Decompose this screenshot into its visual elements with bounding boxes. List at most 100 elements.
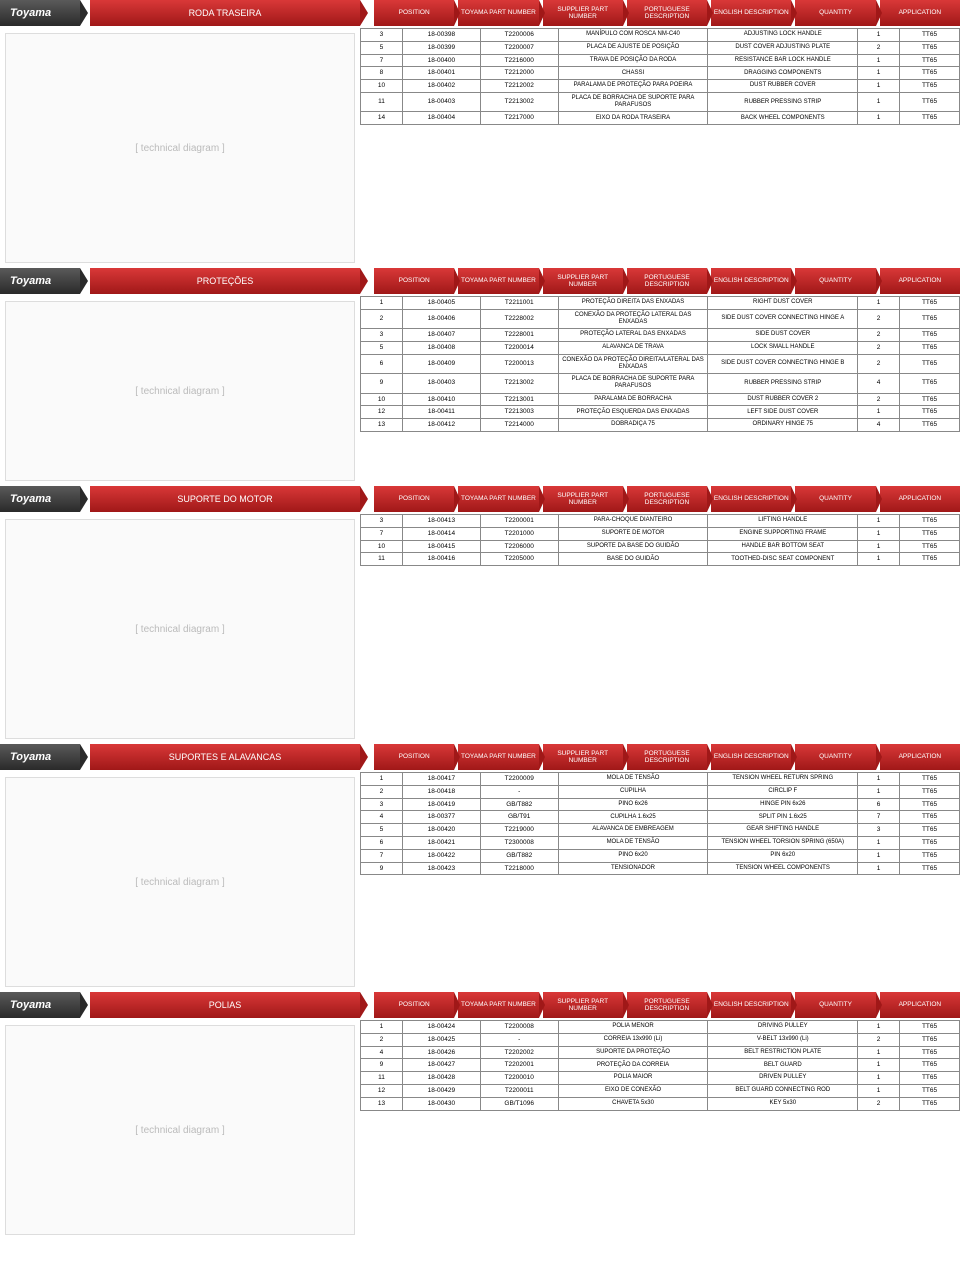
exploded-diagram: [ technical diagram ] — [5, 33, 355, 263]
col-header-6: APPLICATION — [880, 486, 960, 512]
col-header-5: QUANTITY — [795, 992, 875, 1018]
cell: T2216000 — [480, 54, 558, 67]
table-row: 518-00420T2219000ALAVANCA DE EMBREAGEMGE… — [361, 824, 960, 837]
cell: 7 — [361, 54, 403, 67]
cell: 7 — [858, 811, 900, 824]
table-row: 718-00414T2201000SUPORTE DE MOTORENGINE … — [361, 527, 960, 540]
cell: T2213002 — [480, 374, 558, 393]
table-row: 1318-00412T2214000DOBRADIÇA 75ORDINARY H… — [361, 419, 960, 432]
table-row: 1218-00411T2213003PROTEÇÃO ESQUERDA DAS … — [361, 406, 960, 419]
cell: TT65 — [900, 29, 960, 42]
cell: TT65 — [900, 309, 960, 328]
cell: GB/T1096 — [480, 1097, 558, 1110]
cell: T2200007 — [480, 41, 558, 54]
logo-tab: Toyama — [0, 744, 80, 770]
cell: 2 — [858, 309, 900, 328]
cell: 9 — [361, 1059, 403, 1072]
cell: T2202001 — [480, 1059, 558, 1072]
cell: 1 — [858, 540, 900, 553]
cell: TENSION WHEEL TORSION SPRING (650A) — [708, 836, 858, 849]
cell: TT65 — [900, 1021, 960, 1034]
col-header-3: PORTUGUESE DESCRIPTION — [627, 992, 707, 1018]
cell: T2228001 — [480, 329, 558, 342]
cell: - — [480, 785, 558, 798]
cell: KEY 5x30 — [708, 1097, 858, 1110]
section-title: RODA TRASEIRA — [90, 0, 360, 26]
col-header-2: SUPPLIER PART NUMBER — [543, 486, 623, 512]
cell: TENSION WHEEL COMPONENTS — [708, 862, 858, 875]
cell: 3 — [361, 29, 403, 42]
parts-table: 118-00417T2200009MOLA DE TENSÃOTENSION W… — [360, 772, 960, 875]
cell: 18-00423 — [402, 862, 480, 875]
cell: TOOTHED-DISC SEAT COMPONENT — [708, 553, 858, 566]
cell: T2217000 — [480, 112, 558, 125]
cell: PARA-CHOQUE DIANTEIRO — [558, 515, 708, 528]
column-headers: POSITIONTOYAMA PART NUMBERSUPPLIER PART … — [374, 268, 960, 294]
cell: 1 — [858, 80, 900, 93]
cell: SUPORTE DA PROTEÇÃO — [558, 1046, 708, 1059]
cell: - — [480, 1033, 558, 1046]
cell: TT65 — [900, 67, 960, 80]
col-header-4: ENGLISH DESCRIPTION — [711, 486, 791, 512]
col-header-4: ENGLISH DESCRIPTION — [711, 0, 791, 26]
cell: 18-00421 — [402, 836, 480, 849]
cell: 18-00414 — [402, 527, 480, 540]
cell: 1 — [858, 849, 900, 862]
cell: T2200008 — [480, 1021, 558, 1034]
section-header: ToyamaPOLIASPOSITIONTOYAMA PART NUMBERSU… — [0, 992, 960, 1018]
cell: GB/T91 — [480, 811, 558, 824]
cell: TT65 — [900, 540, 960, 553]
table-row: 118-00417T2200009MOLA DE TENSÃOTENSION W… — [361, 773, 960, 786]
table-row: 118-00405T2211001PROTEÇÃO DIREITA DAS EN… — [361, 297, 960, 310]
table-row: 1318-00430GB/T1096CHAVETA 5x30KEY 5x302T… — [361, 1097, 960, 1110]
cell: ALAVANCA DE TRAVA — [558, 341, 708, 354]
cell: 4 — [858, 419, 900, 432]
cell: RUBBER PRESSING STRIP — [708, 92, 858, 111]
col-header-1: TOYAMA PART NUMBER — [458, 0, 538, 26]
cell: 3 — [361, 515, 403, 528]
section-title: PROTEÇÕES — [90, 268, 360, 294]
cell: TT65 — [900, 329, 960, 342]
cell: 18-00416 — [402, 553, 480, 566]
col-header-0: POSITION — [374, 486, 454, 512]
cell: TT65 — [900, 297, 960, 310]
col-header-6: APPLICATION — [880, 0, 960, 26]
col-header-5: QUANTITY — [795, 268, 875, 294]
parts-table: 318-00413T2200001PARA-CHOQUE DIANTEIROLI… — [360, 514, 960, 566]
cell: TT65 — [900, 1033, 960, 1046]
cell: TT65 — [900, 92, 960, 111]
cell: TT65 — [900, 374, 960, 393]
cell: TT65 — [900, 41, 960, 54]
cell: SIDE DUST COVER CONNECTING HINGE B — [708, 354, 858, 373]
diagram-area: [ technical diagram ] — [0, 514, 360, 744]
cell: 18-00425 — [402, 1033, 480, 1046]
cell: 18-00430 — [402, 1097, 480, 1110]
cell: MANÍPULO COM ROSCA NM-C40 — [558, 29, 708, 42]
cell: T2213002 — [480, 92, 558, 111]
section-title: SUPORTES E ALAVANCAS — [90, 744, 360, 770]
col-header-3: PORTUGUESE DESCRIPTION — [627, 486, 707, 512]
cell: CIRCLIP F — [708, 785, 858, 798]
cell: POLIA MAIOR — [558, 1072, 708, 1085]
col-header-4: ENGLISH DESCRIPTION — [711, 992, 791, 1018]
cell: 5 — [361, 824, 403, 837]
cell: BELT GUARD — [708, 1059, 858, 1072]
cell: T2219000 — [480, 824, 558, 837]
cell: TT65 — [900, 849, 960, 862]
col-header-5: QUANTITY — [795, 744, 875, 770]
cell: DRIVING PULLEY — [708, 1021, 858, 1034]
cell: 10 — [361, 80, 403, 93]
cell: 2 — [858, 1033, 900, 1046]
cell: T2213001 — [480, 393, 558, 406]
cell: SUPORTE DA BASE DO GUIDÃO — [558, 540, 708, 553]
col-header-1: TOYAMA PART NUMBER — [458, 268, 538, 294]
cell: LOCK SMALL HANDLE — [708, 341, 858, 354]
col-header-1: TOYAMA PART NUMBER — [458, 992, 538, 1018]
cell: EIXO DA RODA TRASEIRA — [558, 112, 708, 125]
column-headers: POSITIONTOYAMA PART NUMBERSUPPLIER PART … — [374, 486, 960, 512]
cell: T2218000 — [480, 862, 558, 875]
cell: CHAVETA 5x30 — [558, 1097, 708, 1110]
cell: 7 — [361, 527, 403, 540]
parts-table: 318-00398T2200006MANÍPULO COM ROSCA NM-C… — [360, 28, 960, 125]
cell: 18-00426 — [402, 1046, 480, 1059]
